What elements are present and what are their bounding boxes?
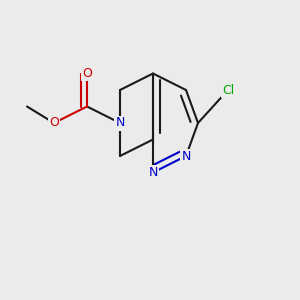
Text: N: N [181, 149, 191, 163]
Text: N: N [148, 166, 158, 179]
Text: O: O [49, 116, 59, 130]
Text: Cl: Cl [222, 83, 234, 97]
Text: O: O [82, 67, 92, 80]
Text: N: N [115, 116, 125, 130]
